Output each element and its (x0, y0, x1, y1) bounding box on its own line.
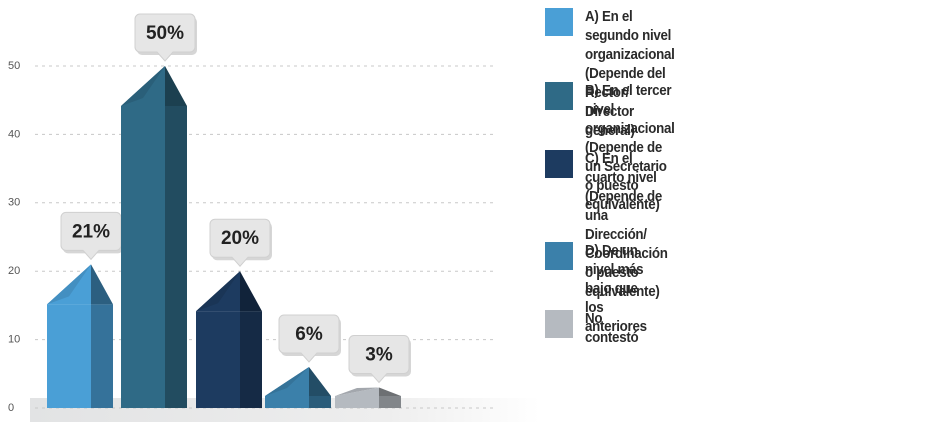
chart: 0 10 20 30 40 50 21% 50% 20% 6% 3% (8, 13, 540, 422)
bar-top-front (335, 387, 379, 396)
bar-front (335, 396, 379, 408)
legend-label: D) De un nivel más bajo que los anterior… (585, 243, 647, 335)
bar-top-left (47, 264, 91, 305)
data-label: 50% (146, 23, 184, 44)
legend-label: No contestó (585, 311, 639, 346)
bar-top-side (91, 264, 113, 305)
bar-top-side (379, 387, 401, 396)
y-tick-label: 20 (8, 265, 20, 277)
bar-front (121, 106, 165, 408)
bar-top-side (309, 366, 331, 396)
callout (60, 211, 122, 261)
bar-side (379, 396, 401, 408)
callout (134, 13, 196, 62)
callout (348, 334, 410, 384)
data-label: 20% (221, 228, 259, 249)
callout (209, 218, 271, 267)
legend-swatch (545, 310, 573, 338)
legend-label: C) En el cuarto nivel (Depende de una Di… (585, 151, 668, 300)
legend-label: B) En el tercer nivel organizacional (De… (585, 83, 675, 213)
data-label: 21% (72, 221, 110, 242)
y-tick-label: 50 (8, 60, 20, 72)
y-tick-label: 10 (8, 334, 20, 346)
legend-swatch (545, 82, 573, 110)
bar-side (240, 311, 262, 408)
bar-top-side (240, 271, 262, 312)
y-tick-label: 30 (8, 197, 20, 209)
bar-side (91, 304, 113, 408)
bar-top-left (265, 366, 309, 396)
y-tick-label: 0 (8, 402, 14, 414)
legend-item: No contestó (545, 310, 643, 348)
callout (278, 314, 340, 363)
legend-item: A) En el segundo nivel organizacional (D… (545, 8, 682, 141)
bar-front (196, 311, 240, 408)
y-tick-label: 40 (8, 128, 20, 140)
data-label: 6% (295, 324, 323, 345)
legend-swatch (545, 8, 573, 36)
legend-item: C) En el cuarto nivel (Depende de una Di… (545, 150, 675, 302)
legend-swatch (545, 150, 573, 178)
data-label: 3% (365, 344, 393, 365)
bar-top-side (165, 66, 187, 106)
bar-side (165, 106, 187, 408)
legend-item: D) De un nivel más bajo que los anterior… (545, 242, 652, 337)
bar-front (265, 396, 309, 408)
legend-label: A) En el segundo nivel organizacional (D… (585, 9, 675, 139)
bar-side (309, 396, 331, 408)
legend-swatch (545, 242, 573, 270)
bar-front (47, 304, 91, 408)
bar-top-left (121, 66, 165, 106)
bar-top-left (335, 387, 379, 396)
bar-top-left (196, 271, 240, 312)
legend-item: B) En el tercer nivel organizacional (De… (545, 82, 682, 215)
